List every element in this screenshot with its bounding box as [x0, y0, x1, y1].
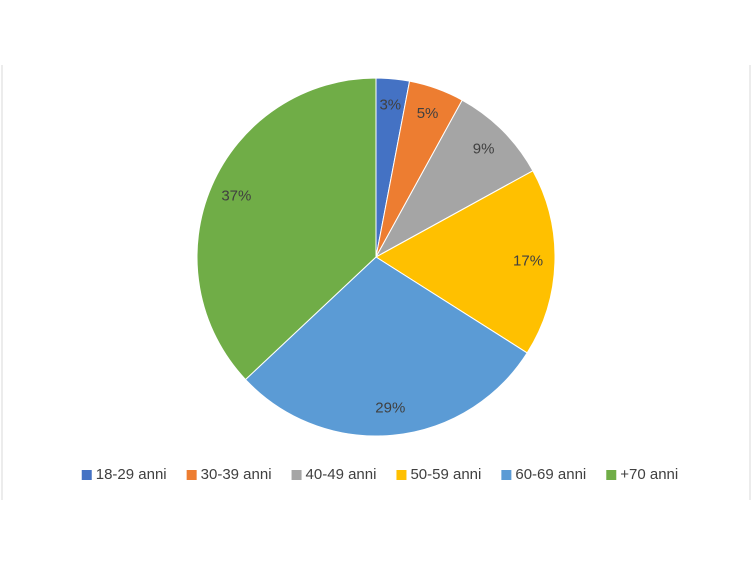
legend-swatch [501, 470, 512, 480]
legend-label: 30-39 anni [201, 466, 272, 483]
legend-label: +70 anni [620, 466, 678, 483]
data-label: 9% [473, 140, 495, 157]
pie-slice [244, 256, 528, 437]
legend-swatch [186, 470, 197, 480]
pie-slice [375, 170, 556, 354]
legend-label: 40-49 anni [306, 466, 377, 483]
legend-label: 50-59 anni [410, 466, 481, 483]
pie-slice [374, 99, 534, 259]
legend-label: 18-29 anni [96, 466, 167, 483]
legend-swatch [396, 470, 407, 480]
data-label: 17% [513, 253, 543, 270]
legend-label: 60-69 anni [515, 466, 586, 483]
data-label: 5% [417, 105, 439, 122]
legend-swatch [291, 470, 302, 480]
legend-swatch [81, 470, 92, 480]
pie-slice [196, 77, 377, 381]
data-label: 29% [375, 399, 405, 416]
data-label: 37% [221, 188, 251, 205]
data-label: 3% [379, 96, 401, 113]
legend-swatch [606, 470, 617, 480]
